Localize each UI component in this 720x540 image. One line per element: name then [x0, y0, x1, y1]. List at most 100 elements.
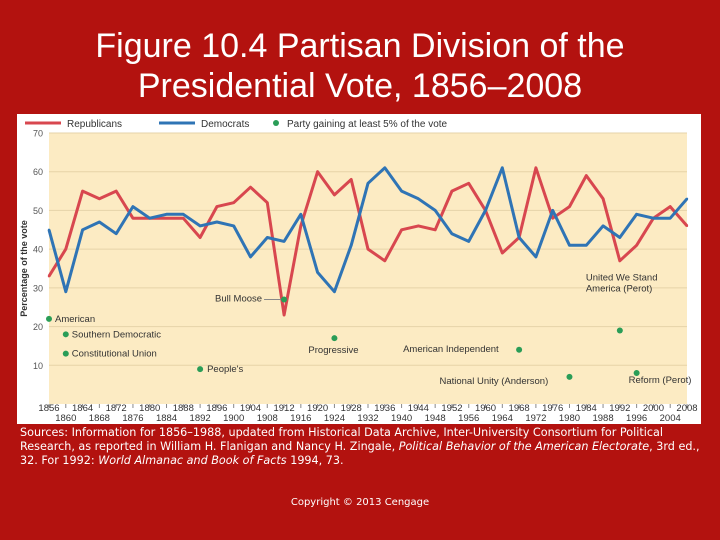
democrats-point-2004 — [669, 216, 672, 220]
x-tick-label-1896: 1896 — [206, 403, 227, 414]
democrats-point-1972 — [534, 255, 538, 259]
x-tick-label-1944: 1944 — [408, 403, 429, 414]
x-tick-label-1952: 1952 — [441, 403, 462, 414]
x-tick-label-1860: 1860 — [55, 413, 76, 424]
democrats-point-2000 — [652, 216, 655, 220]
republicans-point-1932 — [366, 247, 370, 251]
republicans-point-2008 — [685, 224, 689, 228]
republicans-point-1904 — [249, 186, 252, 189]
republicans-point-1928 — [350, 178, 353, 181]
y-tick-label-30: 30 — [33, 283, 43, 293]
democrats-point-1928 — [350, 244, 353, 247]
y-tick-label-60: 60 — [33, 167, 43, 177]
republicans-point-1924 — [333, 193, 336, 197]
x-tick-label-1892: 1892 — [190, 413, 211, 424]
republicans-point-2004 — [669, 205, 672, 208]
x-tick-label-1996: 1996 — [626, 413, 647, 424]
democrats-point-1868 — [98, 220, 101, 224]
democrats-point-1956 — [467, 240, 470, 243]
x-tick-label-1984: 1984 — [576, 403, 597, 414]
democrats-point-1968 — [517, 236, 521, 239]
minor-party-point-united-we-stand-america-perot — [616, 327, 623, 334]
republicans-point-1900 — [232, 201, 235, 204]
minor-party-label-american: American — [55, 314, 95, 325]
minor-party-point-american-independent — [516, 346, 523, 353]
slide-title-line-1: Figure 10.4 Partisan Division of the — [95, 27, 625, 65]
minor-party-point-american — [46, 315, 52, 322]
republicans-point-1972 — [534, 166, 538, 170]
minor-party-label-progressive: Progressive — [308, 345, 358, 356]
democrats-point-1944 — [417, 197, 420, 201]
minor-party-point-southern-democratic — [62, 331, 69, 338]
democrats-point-1936 — [383, 166, 386, 170]
republicans-point-1948 — [433, 228, 437, 231]
x-tick-label-1900: 1900 — [223, 413, 244, 424]
minor-party-label-people-s: People's — [207, 364, 243, 375]
y-tick-label-20: 20 — [33, 322, 43, 332]
minor-party-label-national-unity-anderson: National Unity (Anderson) — [439, 376, 548, 387]
democrats-point-1948 — [433, 209, 437, 212]
republicans-point-1976 — [551, 216, 554, 220]
democrats-point-1976 — [551, 209, 554, 212]
x-tick-label-1888: 1888 — [173, 403, 194, 414]
republicans-point-1856 — [47, 275, 51, 278]
x-tick-label-1960: 1960 — [475, 403, 496, 414]
x-tick-label-1868: 1868 — [89, 413, 110, 424]
minor-party-label-line: United We Stand — [586, 272, 658, 283]
democrats-point-1896 — [215, 220, 219, 224]
republicans-point-1872 — [114, 189, 118, 193]
republicans-point-1940 — [400, 228, 403, 231]
x-tick-label-1864: 1864 — [72, 403, 93, 414]
democrats-point-1924 — [333, 290, 336, 293]
y-tick-label-40: 40 — [33, 245, 43, 255]
x-tick-label-2008: 2008 — [676, 403, 697, 414]
copyright-notice: Copyright © 2013 Cengage — [290, 497, 430, 508]
x-tick-label-1964: 1964 — [492, 413, 513, 424]
minor-party-label-reform-perot: Reform (Perot) — [629, 375, 692, 386]
partisan-vote-chart: Republicans Democrats Party gaining at lea… — [19, 119, 698, 424]
x-tick-label-1916: 1916 — [290, 413, 311, 424]
minor-party-point-bull-moose — [281, 296, 288, 303]
republicans-point-1868 — [98, 197, 101, 201]
republicans-point-1936 — [383, 259, 386, 262]
x-tick-label-1992: 1992 — [609, 403, 630, 414]
x-tick-label-2004: 2004 — [660, 413, 681, 424]
democrats-point-1900 — [232, 224, 235, 228]
democrats-point-1892 — [198, 224, 202, 228]
democrats-point-1992 — [618, 236, 622, 239]
democrats-point-1860 — [64, 290, 67, 293]
democrats-point-1884 — [165, 213, 168, 216]
democrats-point-1932 — [366, 182, 370, 185]
democrats-point-1864 — [81, 228, 84, 231]
republicans-point-1888 — [182, 216, 185, 220]
x-tick-label-1920: 1920 — [307, 403, 328, 414]
legend-swatch-minor-party — [273, 120, 279, 126]
minor-party-label-american-independent: American Independent — [403, 344, 499, 355]
democrats-point-1904 — [249, 255, 252, 259]
x-tick-label-1904: 1904 — [240, 403, 261, 414]
x-tick-label-1908: 1908 — [257, 413, 278, 424]
democrats-point-1988 — [601, 224, 605, 228]
x-tick-label-1940: 1940 — [391, 413, 412, 424]
y-axis-title: Percentage of the vote — [19, 220, 29, 317]
democrats-point-1872 — [114, 232, 118, 235]
democrats-point-1916 — [299, 213, 303, 216]
democrats-point-1920 — [316, 271, 319, 274]
republicans-point-1908 — [266, 201, 269, 204]
minor-party-label-line: America (Perot) — [586, 283, 653, 294]
republicans-point-1884 — [165, 216, 168, 220]
democrats-point-1984 — [585, 244, 588, 247]
x-tick-label-1880: 1880 — [139, 403, 160, 414]
republicans-point-1916 — [299, 224, 303, 228]
sources-text-start: Sources: Information for 1856–1988, upda… — [20, 426, 663, 453]
sources-note: Sources: Information for 1856–1988, upda… — [20, 426, 700, 468]
minor-party-label-southern-democratic: Southern Democratic — [72, 329, 161, 340]
legend-label-2: Party gaining at least 5% of the vote — [287, 119, 448, 130]
republicans-point-1912 — [282, 313, 286, 317]
republicans-point-1944 — [417, 224, 420, 228]
y-tick-label-70: 70 — [33, 129, 43, 139]
x-tick-label-1912: 1912 — [273, 403, 294, 414]
sources-text-end: 1994, 73. — [286, 454, 344, 467]
x-tick-label-1856: 1856 — [38, 403, 59, 414]
democrats-point-1960 — [484, 209, 487, 212]
